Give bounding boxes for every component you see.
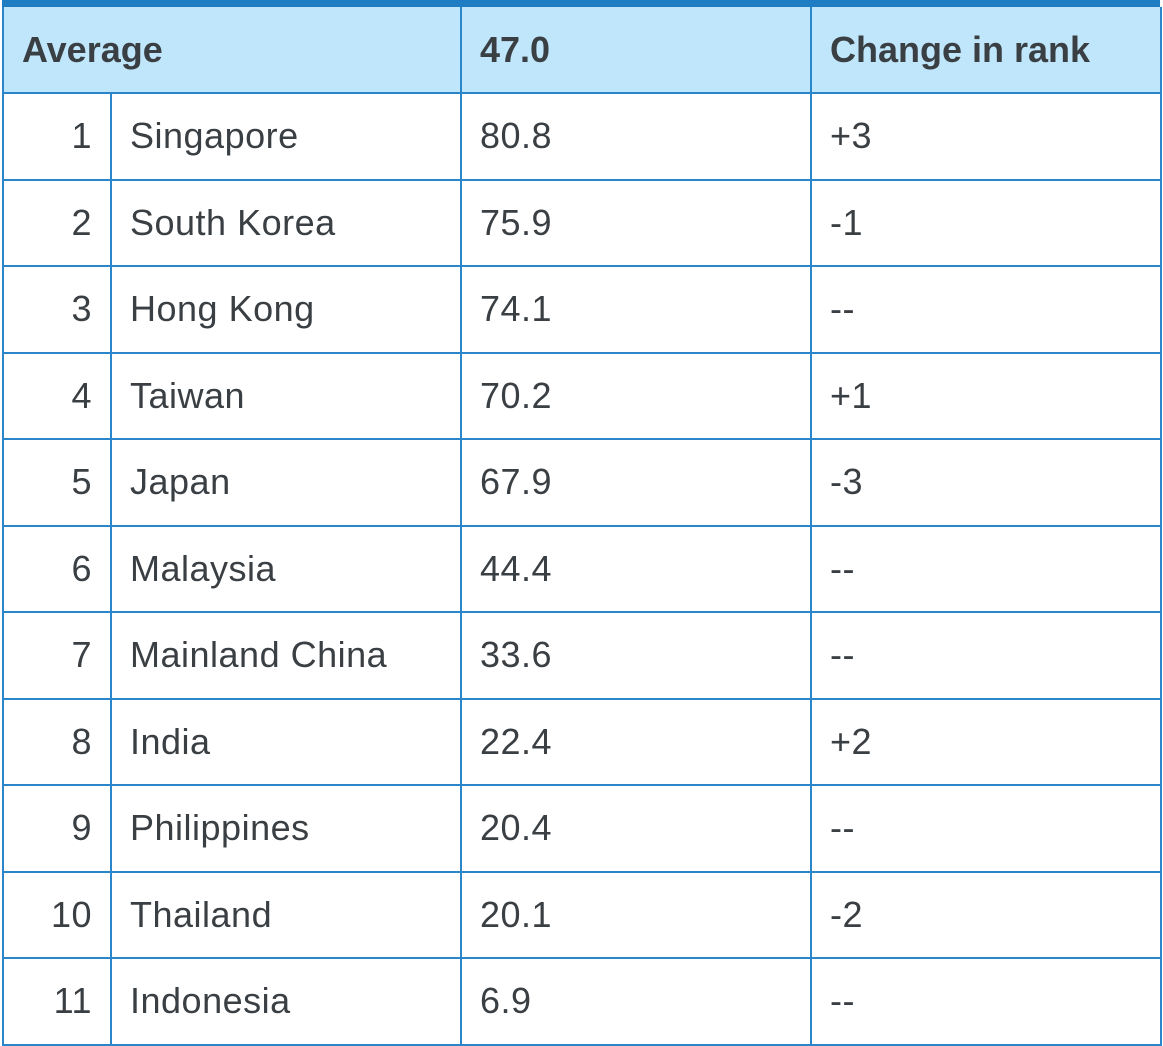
score-cell: 44.4 (460, 524, 812, 613)
change-in-rank-cell: -- (810, 784, 1162, 873)
table-header-row: Average 47.0 Change in rank (2, 7, 1162, 94)
table-row: 9 Philippines 20.4 -- (2, 784, 1162, 873)
country-cell: Malaysia (110, 524, 462, 613)
table-row: 11 Indonesia 6.9 -- (2, 957, 1162, 1046)
header-average-value: 47.0 (460, 7, 812, 94)
table-row: 5 Japan 67.9 -3 (2, 438, 1162, 527)
score-cell: 6.9 (460, 957, 812, 1046)
change-in-rank-cell: -- (810, 265, 1162, 354)
rank-cell: 7 (2, 611, 112, 700)
country-cell: Thailand (110, 870, 462, 959)
table-row: 8 India 22.4 +2 (2, 697, 1162, 786)
score-cell: 22.4 (460, 697, 812, 786)
score-cell: 80.8 (460, 92, 812, 181)
country-cell: Taiwan (110, 351, 462, 440)
table-body: 1 Singapore 80.8 +3 2 South Korea 75.9 -1 3 Hong … (2, 92, 1162, 1046)
country-cell: Hong Kong (110, 265, 462, 354)
rank-cell: 8 (2, 697, 112, 786)
ranking-table: Average 47.0 Change in rank 1 Singapore 80… (2, 7, 1162, 1046)
rank-cell: 11 (2, 957, 112, 1046)
change-in-rank-cell: +3 (810, 92, 1162, 181)
change-in-rank-cell: -3 (810, 438, 1162, 527)
country-cell: Philippines (110, 784, 462, 873)
rank-cell: 4 (2, 351, 112, 440)
table-row: 1 Singapore 80.8 +3 (2, 92, 1162, 181)
score-cell: 67.9 (460, 438, 812, 527)
rank-cell: 2 (2, 178, 112, 267)
header-average-label: Average (2, 7, 462, 94)
rank-cell: 9 (2, 784, 112, 873)
rank-cell: 6 (2, 524, 112, 613)
rank-cell: 3 (2, 265, 112, 354)
country-cell: India (110, 697, 462, 786)
change-in-rank-cell: -- (810, 957, 1162, 1046)
country-cell: South Korea (110, 178, 462, 267)
score-cell: 74.1 (460, 265, 812, 354)
country-cell: Mainland China (110, 611, 462, 700)
rank-cell: 5 (2, 438, 112, 527)
table-row: 2 South Korea 75.9 -1 (2, 178, 1162, 267)
table-row: 7 Mainland China 33.6 -- (2, 611, 1162, 700)
score-cell: 20.4 (460, 784, 812, 873)
score-cell: 20.1 (460, 870, 812, 959)
change-in-rank-cell: +1 (810, 351, 1162, 440)
change-in-rank-cell: -2 (810, 870, 1162, 959)
country-cell: Singapore (110, 92, 462, 181)
score-cell: 70.2 (460, 351, 812, 440)
country-cell: Indonesia (110, 957, 462, 1046)
table-row: 6 Malaysia 44.4 -- (2, 524, 1162, 613)
header-change-in-rank: Change in rank (810, 7, 1162, 94)
change-in-rank-cell: +2 (810, 697, 1162, 786)
table-row: 4 Taiwan 70.2 +1 (2, 351, 1162, 440)
table-row: 3 Hong Kong 74.1 -- (2, 265, 1162, 354)
rank-cell: 1 (2, 92, 112, 181)
score-cell: 33.6 (460, 611, 812, 700)
rank-cell: 10 (2, 870, 112, 959)
table-row: 10 Thailand 20.1 -2 (2, 870, 1162, 959)
country-cell: Japan (110, 438, 462, 527)
change-in-rank-cell: -- (810, 611, 1162, 700)
change-in-rank-cell: -1 (810, 178, 1162, 267)
score-cell: 75.9 (460, 178, 812, 267)
change-in-rank-cell: -- (810, 524, 1162, 613)
